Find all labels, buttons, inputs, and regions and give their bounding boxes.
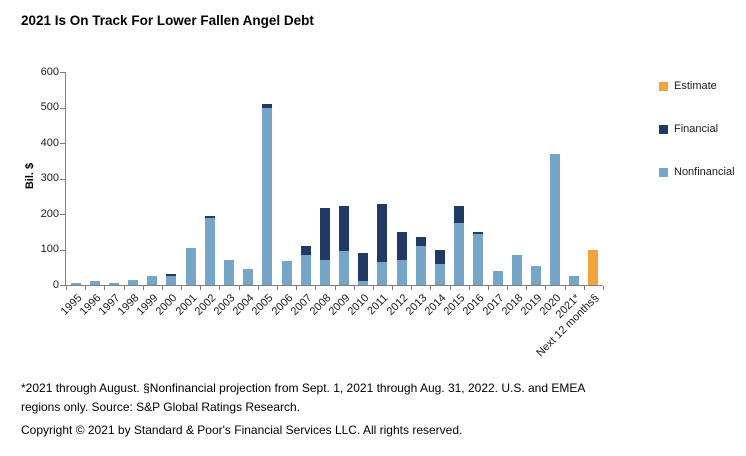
legend-item-financial: Financial <box>659 123 735 135</box>
y-axis-tick-label: 100 <box>40 243 59 255</box>
bar-segment-financial <box>204 215 215 218</box>
bar-segment-financial <box>415 237 426 246</box>
x-axis-tick-mark <box>123 286 125 290</box>
x-axis-tick-mark <box>603 286 604 290</box>
legend-label: Nonfinancial <box>674 166 735 178</box>
y-axis-tick-mark <box>60 249 65 251</box>
plot-area: 0 100 200 300 400 500 600 1995 1996 1997 1998 1999 2… <box>41 66 604 359</box>
bar-segment-financial <box>396 232 407 261</box>
x-axis-tick-mark <box>353 286 355 290</box>
x-axis-tick-mark <box>526 286 528 290</box>
bar-segment-nonfinancial <box>473 233 484 285</box>
x-axis-tick-mark <box>564 286 566 290</box>
bar-segment-financial <box>358 253 369 282</box>
bar-segment-financial <box>434 249 445 264</box>
x-axis-tick-mark <box>276 286 278 290</box>
legend: Estimate Financial Nonfinancial <box>659 80 735 209</box>
bar-segment-nonfinancial <box>108 282 119 285</box>
bar-segment-nonfinancial <box>492 270 503 285</box>
bar-segment-nonfinancial <box>70 283 81 285</box>
legend-swatch-estimate <box>659 81 668 91</box>
bar-segment-nonfinancial <box>262 107 273 285</box>
y-axis-tick-mark <box>60 143 65 144</box>
bar-segment-nonfinancial <box>319 260 330 285</box>
x-axis-tick-mark <box>257 286 259 290</box>
x-axis-tick-mark <box>487 286 489 290</box>
bar-segment-nonfinancial <box>454 222 465 285</box>
bar-segment-financial <box>473 231 484 234</box>
bar-segment-nonfinancial <box>358 281 369 285</box>
x-axis-tick-mark <box>449 286 451 290</box>
bar-segment-financial <box>300 245 311 255</box>
bar-segment-nonfinancial <box>89 281 100 285</box>
bar-segment-nonfinancial <box>339 251 350 285</box>
chart-title: 2021 Is On Track For Lower Fallen Angel … <box>21 13 314 28</box>
x-axis-tick-mark <box>372 286 374 290</box>
x-axis-tick-mark <box>296 286 298 290</box>
x-axis-tick-mark <box>583 286 585 290</box>
x-axis-tick-mark <box>181 286 183 290</box>
x-axis-tick-mark <box>507 286 509 290</box>
legend-label: Financial <box>674 123 719 135</box>
bar-segment-financial <box>166 274 177 277</box>
y-axis-tick-label: 600 <box>40 65 59 78</box>
legend-swatch-financial <box>659 124 668 134</box>
bar-segment-nonfinancial <box>128 280 139 285</box>
x-axis-tick-mark <box>104 286 106 290</box>
y-axis-tick-mark <box>60 72 65 73</box>
x-axis-tick-mark <box>411 286 413 290</box>
copyright-text: Copyright © 2021 by Standard & Poor's Fi… <box>21 423 463 437</box>
y-axis-tick-label: 400 <box>40 136 59 149</box>
y-axis-tick-mark <box>60 285 65 286</box>
x-axis-tick-mark <box>200 286 202 290</box>
bar-segment-nonfinancial <box>281 260 292 285</box>
x-axis-tick-mark <box>334 286 336 290</box>
y-axis-tick-mark <box>60 107 65 109</box>
bar-segment-nonfinancial <box>300 254 311 285</box>
bar-segment-nonfinancial <box>224 260 235 285</box>
legend-label: Estimate <box>674 80 717 92</box>
bar-segment-nonfinancial <box>415 245 426 285</box>
x-axis-tick-mark <box>392 286 394 290</box>
legend-item-estimate: Estimate <box>659 80 735 92</box>
y-axis-tick-mark <box>60 214 65 215</box>
bar-segment-nonfinancial <box>243 269 254 285</box>
x-axis-tick-mark <box>468 286 470 290</box>
y-axis-tick-label: 500 <box>40 101 59 113</box>
x-axis-tick-mark <box>85 286 87 290</box>
bar-segment-financial <box>339 206 350 252</box>
y-axis-tick-mark <box>60 178 65 180</box>
bar-segment-nonfinancial <box>530 265 541 285</box>
bar-segment-financial <box>377 204 388 262</box>
bar-segment-nonfinancial <box>434 263 445 285</box>
bar-segment-nonfinancial <box>569 276 580 285</box>
bar-segment-nonfinancial <box>185 247 196 285</box>
bar-segment-nonfinancial <box>147 276 158 285</box>
bar-segment-financial <box>454 206 465 223</box>
x-axis-tick-mark <box>315 286 317 290</box>
y-axis-tick-label: 0 <box>52 278 59 291</box>
bar-segment-nonfinancial <box>166 276 177 285</box>
y-axis-tick-label: 200 <box>40 207 59 220</box>
bar-segment-financial <box>319 207 330 261</box>
x-axis-tick-mark <box>142 286 144 290</box>
bar-segment-nonfinancial <box>550 154 561 285</box>
x-axis-tick-mark <box>430 286 432 290</box>
x-axis-tick-mark <box>161 286 163 290</box>
legend-swatch-nonfinancial <box>659 167 668 177</box>
x-axis-tick-mark <box>219 286 221 290</box>
bar-segment-nonfinancial <box>511 254 522 285</box>
bar-segment-nonfinancial <box>396 260 407 285</box>
x-axis-tick-mark <box>238 286 240 290</box>
y-axis-tick-label: 300 <box>40 172 59 184</box>
bar-segment-estimate <box>588 249 599 285</box>
x-axis-tick-mark <box>66 286 67 290</box>
legend-item-nonfinancial: Nonfinancial <box>659 166 735 178</box>
footnote-text: *2021 through August. §Nonfinancial proj… <box>21 381 585 414</box>
bar-segment-financial <box>262 103 273 108</box>
bar-segment-nonfinancial <box>204 217 215 285</box>
bar-segment-nonfinancial <box>377 261 388 285</box>
x-axis-tick-mark <box>545 286 547 290</box>
